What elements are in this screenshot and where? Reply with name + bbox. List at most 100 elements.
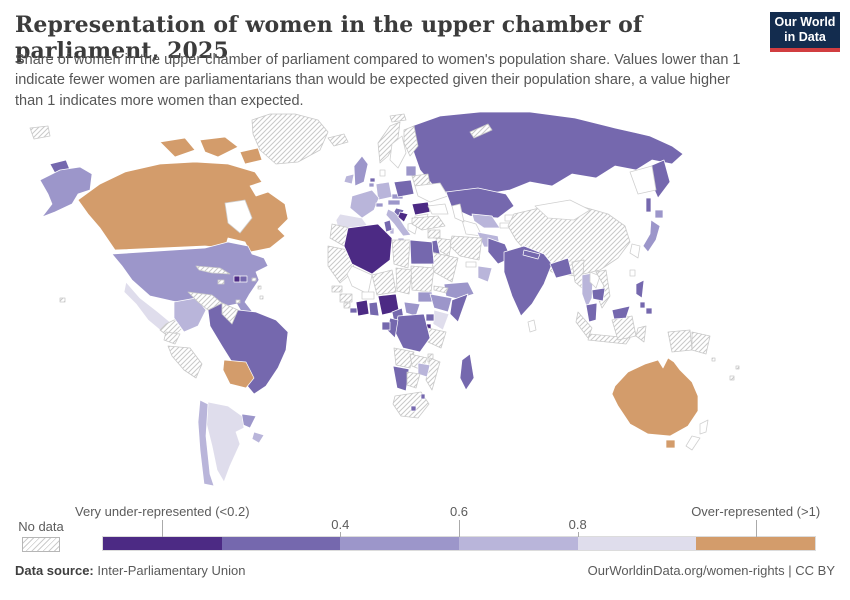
legend-bin-<0.2[interactable]	[103, 537, 222, 550]
country-oman[interactable]	[477, 265, 493, 283]
country-philippines[interactable]	[635, 279, 645, 299]
country-burkina-faso[interactable]	[361, 291, 375, 300]
country-eswatini[interactable]	[420, 393, 426, 400]
country-new-zealand[interactable]	[699, 419, 709, 435]
country-pacific-islands[interactable]	[711, 357, 716, 362]
country-canada[interactable]	[239, 147, 263, 165]
country-bangladesh[interactable]	[549, 257, 573, 279]
country-japan[interactable]	[654, 209, 664, 219]
country-sierra-leone[interactable]	[343, 302, 351, 309]
legend-bin-0.4-0.6[interactable]	[340, 537, 460, 550]
country-norway[interactable]	[377, 121, 401, 164]
country-indonesia[interactable]	[635, 325, 647, 343]
country-ivory-coast[interactable]	[355, 299, 370, 317]
country-cuba[interactable]	[195, 265, 231, 275]
country-sweden[interactable]	[389, 135, 407, 169]
country-canada[interactable]	[159, 137, 196, 158]
country-guyana[interactable]	[221, 302, 239, 325]
country-dominican-republic[interactable]	[239, 275, 248, 283]
country-bosnia-and-herzegovina[interactable]	[397, 211, 409, 223]
country-botswana[interactable]	[406, 371, 421, 389]
country-indonesia[interactable]	[575, 311, 593, 339]
country-indonesia[interactable]	[667, 329, 693, 353]
country-antilles[interactable]	[257, 285, 262, 290]
country-namibia[interactable]	[392, 365, 410, 392]
country-brazil[interactable]	[207, 302, 289, 395]
country-algeria[interactable]	[343, 223, 393, 275]
country-united-states[interactable]	[39, 166, 93, 218]
country-greenland[interactable]	[251, 113, 329, 165]
country-senegal[interactable]	[331, 285, 343, 293]
country-south-korea[interactable]	[629, 243, 641, 259]
country-jamaica[interactable]	[217, 279, 225, 285]
country-malaysia[interactable]	[585, 302, 598, 323]
country-wrangel-island[interactable]	[29, 125, 51, 140]
legend-no-data-swatch[interactable]	[22, 537, 60, 552]
country-romania[interactable]	[411, 201, 431, 216]
country-sudan[interactable]	[410, 265, 435, 293]
country-new-zealand[interactable]	[685, 435, 701, 451]
legend-bin-0.6-0.8[interactable]	[459, 537, 578, 550]
country-laos[interactable]	[589, 271, 601, 289]
country-novaya-zemlya[interactable]	[469, 123, 493, 139]
country-finland[interactable]	[403, 125, 419, 157]
country-sri-lanka[interactable]	[527, 319, 537, 333]
country-chad[interactable]	[395, 267, 413, 295]
country-south-africa[interactable]	[392, 391, 430, 419]
country-antilles[interactable]	[259, 295, 264, 300]
country-nepal[interactable]	[522, 249, 541, 260]
country-yemen[interactable]	[443, 281, 475, 300]
country-taiwan[interactable]	[629, 269, 636, 277]
legend-bin->1[interactable]	[696, 537, 816, 550]
country-ireland[interactable]	[343, 173, 355, 185]
country-pacific-islands[interactable]	[735, 365, 740, 370]
country-baltics[interactable]	[405, 165, 417, 177]
country-tanzania[interactable]	[427, 327, 447, 349]
country-switzerland[interactable]	[375, 202, 384, 208]
country-saudi-arabia[interactable]	[429, 251, 459, 283]
country-philippines[interactable]	[645, 307, 653, 315]
country-mali[interactable]	[346, 265, 373, 295]
country-mongolia[interactable]	[534, 199, 591, 221]
country-haiti[interactable]	[233, 275, 241, 283]
country-egypt[interactable]	[409, 239, 435, 265]
country-denmark[interactable]	[379, 169, 386, 177]
country-central-african-republic[interactable]	[403, 301, 421, 317]
country-iceland[interactable]	[327, 133, 349, 147]
country-peru[interactable]	[167, 345, 203, 379]
footer-link[interactable]: OurWorldinData.org/women-rights | CC BY	[587, 563, 835, 578]
country-united-kingdom[interactable]	[353, 155, 369, 187]
country-syria[interactable]	[427, 229, 441, 239]
legend-bin-0.2-0.4[interactable]	[221, 537, 341, 550]
country-japan[interactable]	[642, 219, 661, 253]
country-zimbabwe[interactable]	[417, 362, 431, 378]
country-lesotho[interactable]	[410, 405, 417, 412]
legend-bin-0.8-1[interactable]	[577, 537, 697, 550]
country-australia[interactable]	[665, 439, 676, 449]
country-uzbekistan[interactable]	[471, 213, 501, 229]
country-libya[interactable]	[391, 239, 411, 269]
country-gabon[interactable]	[381, 321, 391, 331]
country-somalia[interactable]	[449, 293, 469, 323]
country-south-sudan[interactable]	[417, 291, 433, 303]
country-ethiopia[interactable]	[429, 293, 453, 313]
country-canada[interactable]	[199, 136, 239, 158]
country-democratic-republic-of-congo[interactable]	[394, 313, 431, 353]
country-kenya[interactable]	[432, 309, 450, 331]
country-angola[interactable]	[393, 347, 415, 369]
country-ghana[interactable]	[368, 301, 380, 317]
country-united-states[interactable]	[111, 241, 269, 319]
country-hawaii[interactable]	[59, 297, 66, 303]
country-turkey[interactable]	[411, 215, 446, 231]
country-uruguay[interactable]	[251, 431, 265, 444]
country-eritrea[interactable]	[433, 285, 449, 294]
country-malaysia[interactable]	[611, 305, 631, 320]
country-chile[interactable]	[197, 399, 215, 487]
country-puerto-rico[interactable]	[251, 277, 257, 282]
country-liberia[interactable]	[349, 307, 358, 314]
country-netherlands[interactable]	[369, 177, 376, 183]
country-bolivia[interactable]	[222, 359, 255, 389]
country-trinidad-and-tobago[interactable]	[235, 299, 241, 304]
country-iran[interactable]	[449, 235, 483, 261]
country-tunisia[interactable]	[383, 219, 393, 233]
